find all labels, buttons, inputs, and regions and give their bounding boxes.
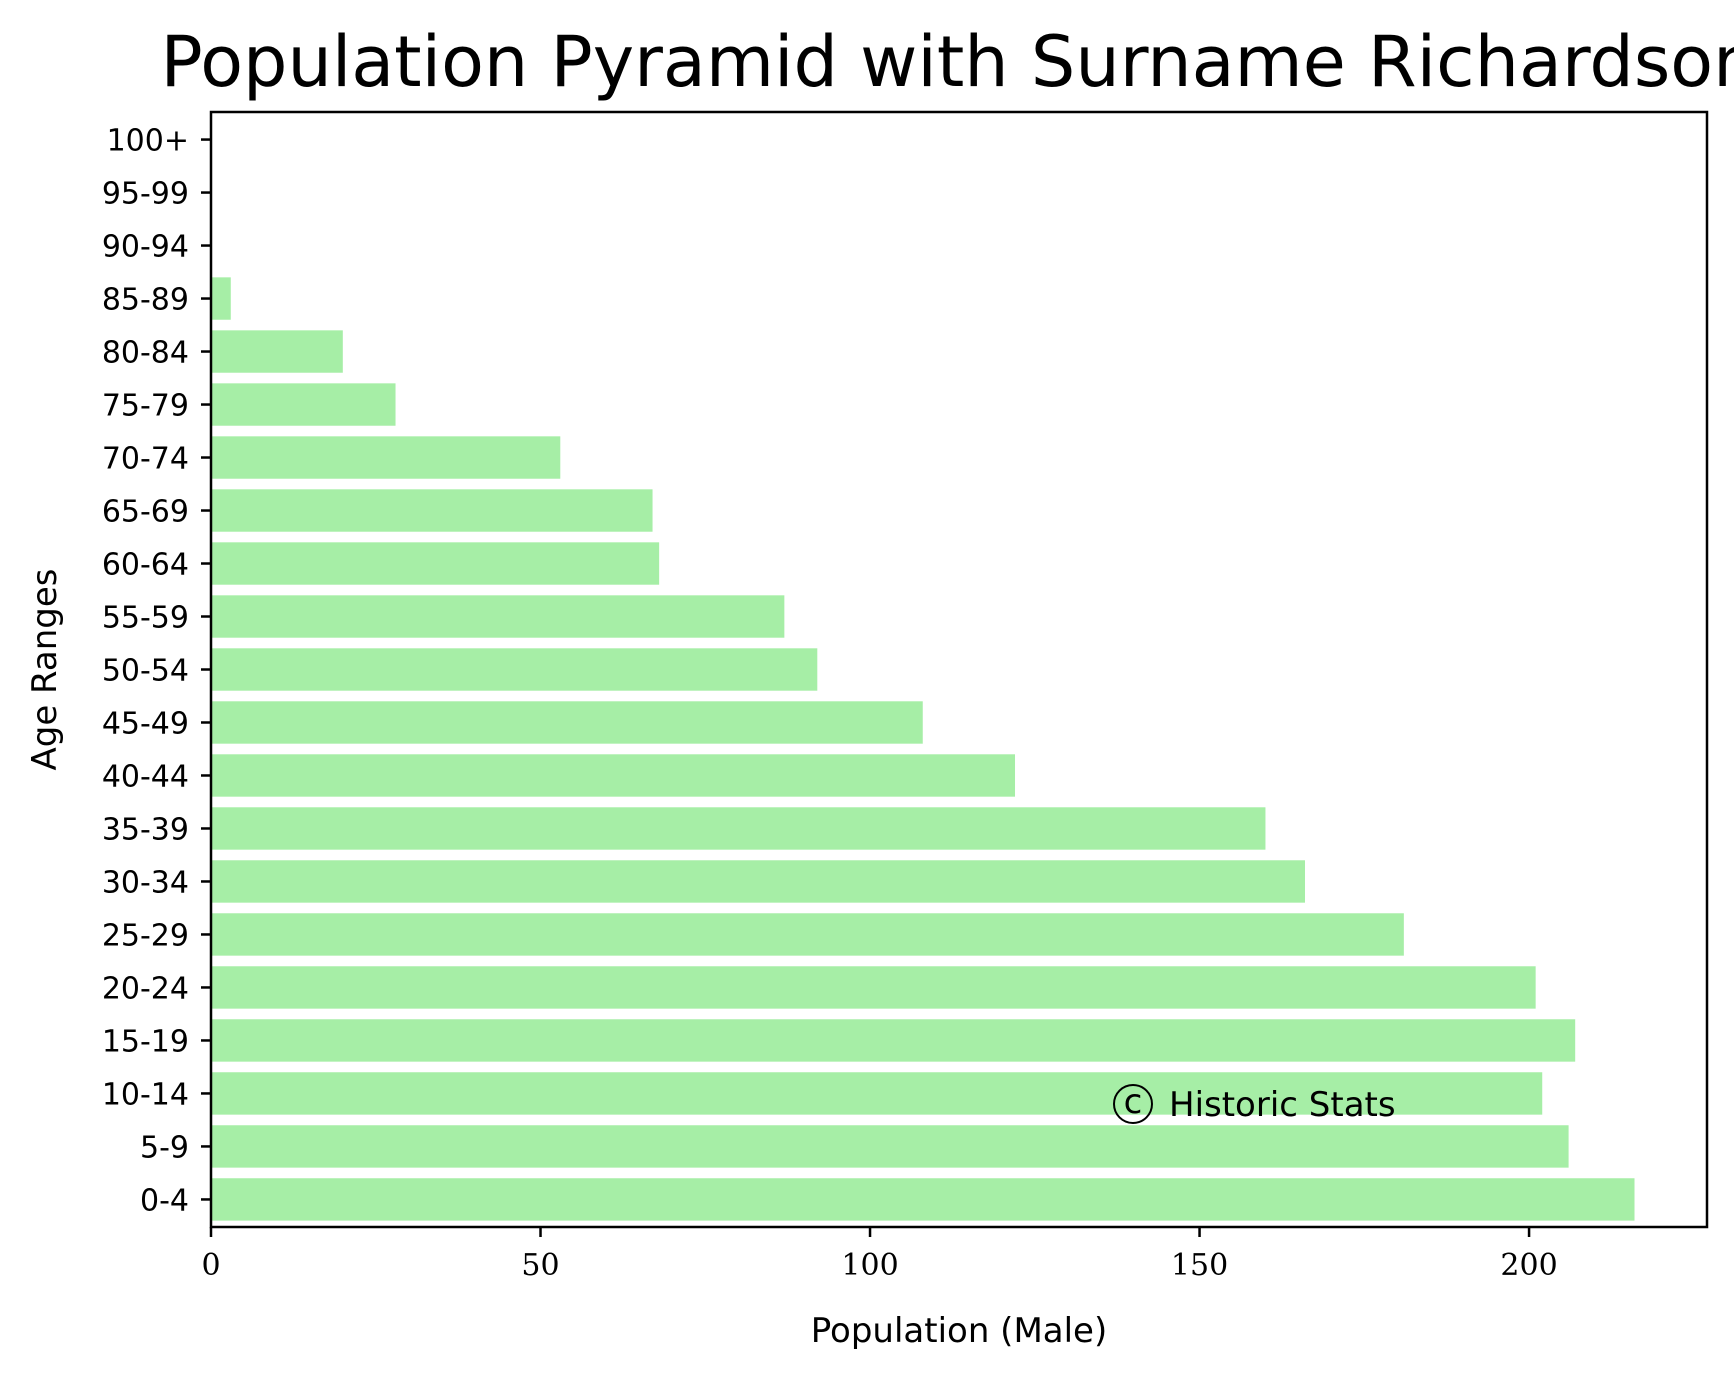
y-tick-label: 10-14 xyxy=(102,1077,189,1112)
bar-25-29 xyxy=(211,913,1404,956)
y-tick-label: 40-44 xyxy=(102,759,189,794)
y-tick-label: 50-54 xyxy=(102,654,189,689)
x-axis-label: Population (Male) xyxy=(811,1311,1108,1351)
y-tick-label: 70-74 xyxy=(102,442,189,477)
bar-10-14 xyxy=(211,1072,1543,1115)
y-tick-label: 5-9 xyxy=(140,1130,189,1165)
y-tick-label: 0-4 xyxy=(140,1183,189,1218)
copyright-symbol: c xyxy=(1124,1082,1143,1122)
y-tick-label: 45-49 xyxy=(102,706,189,741)
y-axis-label: Age Ranges xyxy=(25,568,65,770)
y-tick-label: 30-34 xyxy=(102,865,189,900)
y-tick-label: 100+ xyxy=(107,124,189,159)
bar-65-69 xyxy=(211,489,653,532)
y-tick-label: 15-19 xyxy=(102,1024,189,1059)
bar-30-34 xyxy=(211,860,1305,903)
y-tick-label: 55-59 xyxy=(102,601,189,636)
bar-60-64 xyxy=(211,542,660,585)
y-tick-label: 90-94 xyxy=(102,230,189,265)
x-tick-label: 150 xyxy=(1171,1248,1228,1283)
bars-layer xyxy=(211,277,1635,1221)
x-tick-label: 200 xyxy=(1500,1248,1557,1283)
y-tick-label: 25-29 xyxy=(102,918,189,953)
y-tick-label: 20-24 xyxy=(102,971,189,1006)
y-tick-label: 65-69 xyxy=(102,495,189,530)
bar-15-19 xyxy=(211,1019,1576,1062)
chart-title: Population Pyramid with Surname Richards… xyxy=(160,21,1734,103)
y-tick-label: 85-89 xyxy=(102,283,189,318)
plot-frame xyxy=(209,110,1709,1229)
x-tick-label: 100 xyxy=(841,1248,898,1283)
bar-50-54 xyxy=(211,648,818,691)
bar-0-4 xyxy=(211,1178,1635,1221)
watermark: c Historic Stats xyxy=(1113,1082,1396,1125)
bar-75-79 xyxy=(211,383,396,426)
bar-35-39 xyxy=(211,807,1266,850)
bar-5-9 xyxy=(211,1125,1569,1168)
y-axis-ticks: 0-4 5-9 10-14 15-19 20-24 25-29 30-34 35-39 40-4… xyxy=(102,124,211,1218)
bar-20-24 xyxy=(211,966,1536,1009)
bar-55-59 xyxy=(211,595,785,638)
y-tick-label: 95-99 xyxy=(102,177,189,212)
bar-80-84 xyxy=(211,330,343,373)
x-axis-ticks: 0 50 100 150 200 xyxy=(201,1227,1558,1283)
y-tick-label: 80-84 xyxy=(102,336,189,371)
x-tick-label: 0 xyxy=(201,1248,220,1283)
bar-45-49 xyxy=(211,701,923,744)
watermark-text: Historic Stats xyxy=(1169,1085,1396,1125)
y-tick-label: 60-64 xyxy=(102,548,189,583)
y-tick-label: 35-39 xyxy=(102,812,189,847)
copyright-icon xyxy=(1113,1084,1153,1124)
x-tick-label: 50 xyxy=(521,1248,559,1283)
bar-40-44 xyxy=(211,754,1016,797)
bar-70-74 xyxy=(211,436,561,479)
bar-85-89 xyxy=(211,277,231,320)
y-tick-label: 75-79 xyxy=(102,389,189,424)
